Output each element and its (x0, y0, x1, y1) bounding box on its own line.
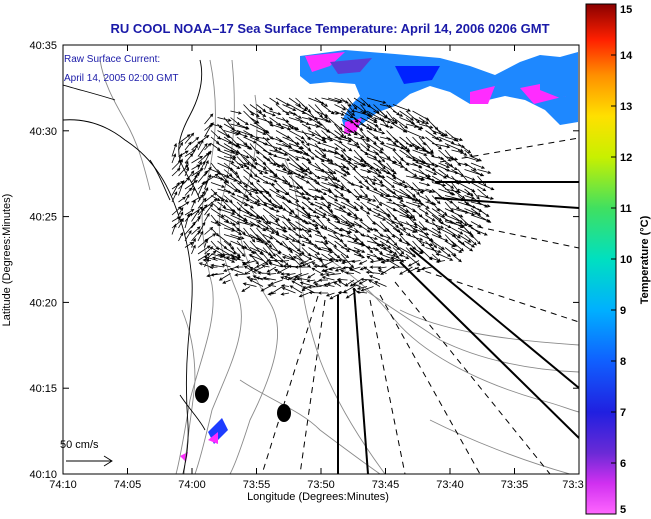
colorbar-tick-label: 14 (620, 50, 633, 62)
radar-beam-lines (261, 137, 579, 474)
coastline (63, 59, 206, 474)
colorbar-tick-label: 12 (620, 152, 632, 164)
x-tick-label: 74:10 (49, 479, 77, 491)
x-tick-label: 74:00 (178, 479, 206, 491)
x-tick-label: 74:05 (114, 479, 142, 491)
surface-current-vectors (171, 97, 495, 300)
y-tick-label: 40:30 (29, 126, 57, 138)
sst-patches (180, 50, 578, 462)
colorbar-tick-label: 11 (620, 203, 632, 215)
x-tick-label: 73:45 (372, 479, 400, 491)
scale-arrow (66, 455, 113, 467)
y-tick-label: 40:35 (29, 40, 57, 52)
colorbar-label: Temperature (°C) (639, 215, 651, 304)
scale-label: 50 cm/s (60, 439, 99, 451)
bathymetry-contours (99, 59, 579, 474)
current-vector-field (171, 97, 495, 300)
current-annotation-line1: Raw Surface Current: (64, 54, 160, 65)
x-axis: 74:10 74:05 74:00 73:55 73:50 73:45 73:40 73:35… (49, 45, 584, 491)
x-tick-label: 73:40 (436, 479, 464, 491)
colorbar-tick-label: 13 (620, 101, 632, 113)
y-tick-label: 40:15 (29, 383, 57, 395)
x-axis-label: Longitude (Degrees:Minutes) (247, 491, 389, 503)
station-marker (195, 385, 209, 403)
y-axis-label: Latitude (Degrees:Minutes) (1, 194, 13, 327)
x-tick-label: 73:55 (243, 479, 271, 491)
y-tick-label: 40:25 (29, 212, 57, 224)
y-axis: 40:35 40:30 40:25 40:20 40:15 40:10 (29, 40, 579, 481)
x-tick-label: 73:50 (307, 479, 335, 491)
station-marker (277, 404, 291, 422)
colorbar-tick-label: 10 (620, 254, 632, 266)
x-tick-label: 73:3 (562, 479, 583, 491)
colorbar-tick-label: 9 (620, 305, 626, 317)
colorbar-tick-label: 15 (620, 4, 632, 16)
colorbar-tick-label: 7 (620, 407, 626, 419)
map-title: RU COOL NOAA–17 Sea Surface Temperature:… (110, 21, 549, 36)
map-plot-area (62, 44, 580, 475)
x-tick-label: 73:35 (501, 479, 529, 491)
colorbar-tick-label: 5 (620, 504, 626, 516)
colorbar-tick-label: 8 (620, 356, 626, 368)
y-tick-label: 40:10 (29, 469, 57, 481)
current-annotation-line2: April 14, 2005 02:00 GMT (64, 73, 179, 84)
y-tick-label: 40:20 (29, 297, 57, 309)
colorbar-tick-label: 6 (620, 458, 626, 470)
colorbar: 15 14 13 12 11 10 9 8 7 6 5 Temperature (°C) (585, 3, 651, 516)
